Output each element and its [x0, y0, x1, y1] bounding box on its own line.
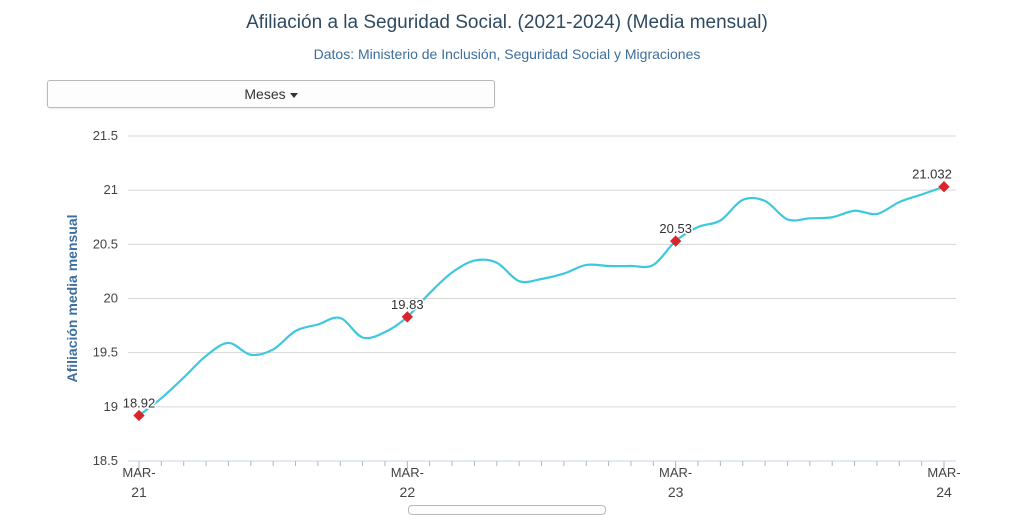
y-tick-label: 21 — [104, 182, 118, 197]
data-point-marker — [133, 409, 145, 422]
chart-subtitle: Datos: Ministerio de Inclusión, Segurida… — [313, 46, 701, 62]
y-tick-label: 18.5 — [93, 453, 118, 468]
data-label: 18.92 — [123, 396, 156, 411]
y-tick-label: 21.5 — [93, 128, 118, 143]
data-point-marker — [938, 181, 950, 193]
x-tick-label-bottom: 21 — [131, 484, 147, 500]
caret-down-icon — [289, 92, 298, 98]
data-label: 20.53 — [659, 221, 692, 236]
period-dropdown-label: Meses — [244, 86, 286, 102]
x-tick-label-top: MAR- — [659, 465, 692, 480]
data-point-marker — [401, 311, 413, 323]
chart-title: Afiliación a la Seguridad Social. (2021-… — [246, 12, 768, 33]
data-label: 21.032 — [912, 167, 952, 182]
series-line — [137, 185, 946, 417]
x-tick-label-bottom: 23 — [668, 484, 684, 500]
y-tick-label: 20 — [104, 291, 118, 306]
y-tick-label: 19.5 — [93, 345, 118, 360]
y-axis-title: Afiliación media mensual — [64, 214, 80, 382]
y-tick-label: 19 — [104, 399, 118, 414]
data-point-marker — [670, 235, 682, 247]
period-dropdown[interactable]: Meses — [47, 80, 495, 108]
bottom-control[interactable] — [408, 505, 606, 515]
x-tick-label-bottom: 22 — [400, 484, 416, 500]
x-tick-label-top: MAR- — [122, 465, 155, 480]
x-tick-label-top: MAR- — [391, 465, 424, 480]
x-tick-label-top: MAR- — [927, 465, 960, 480]
y-tick-label: 20.5 — [93, 236, 118, 251]
x-tick-label-bottom: 24 — [936, 484, 952, 500]
data-label: 19.83 — [391, 297, 424, 312]
